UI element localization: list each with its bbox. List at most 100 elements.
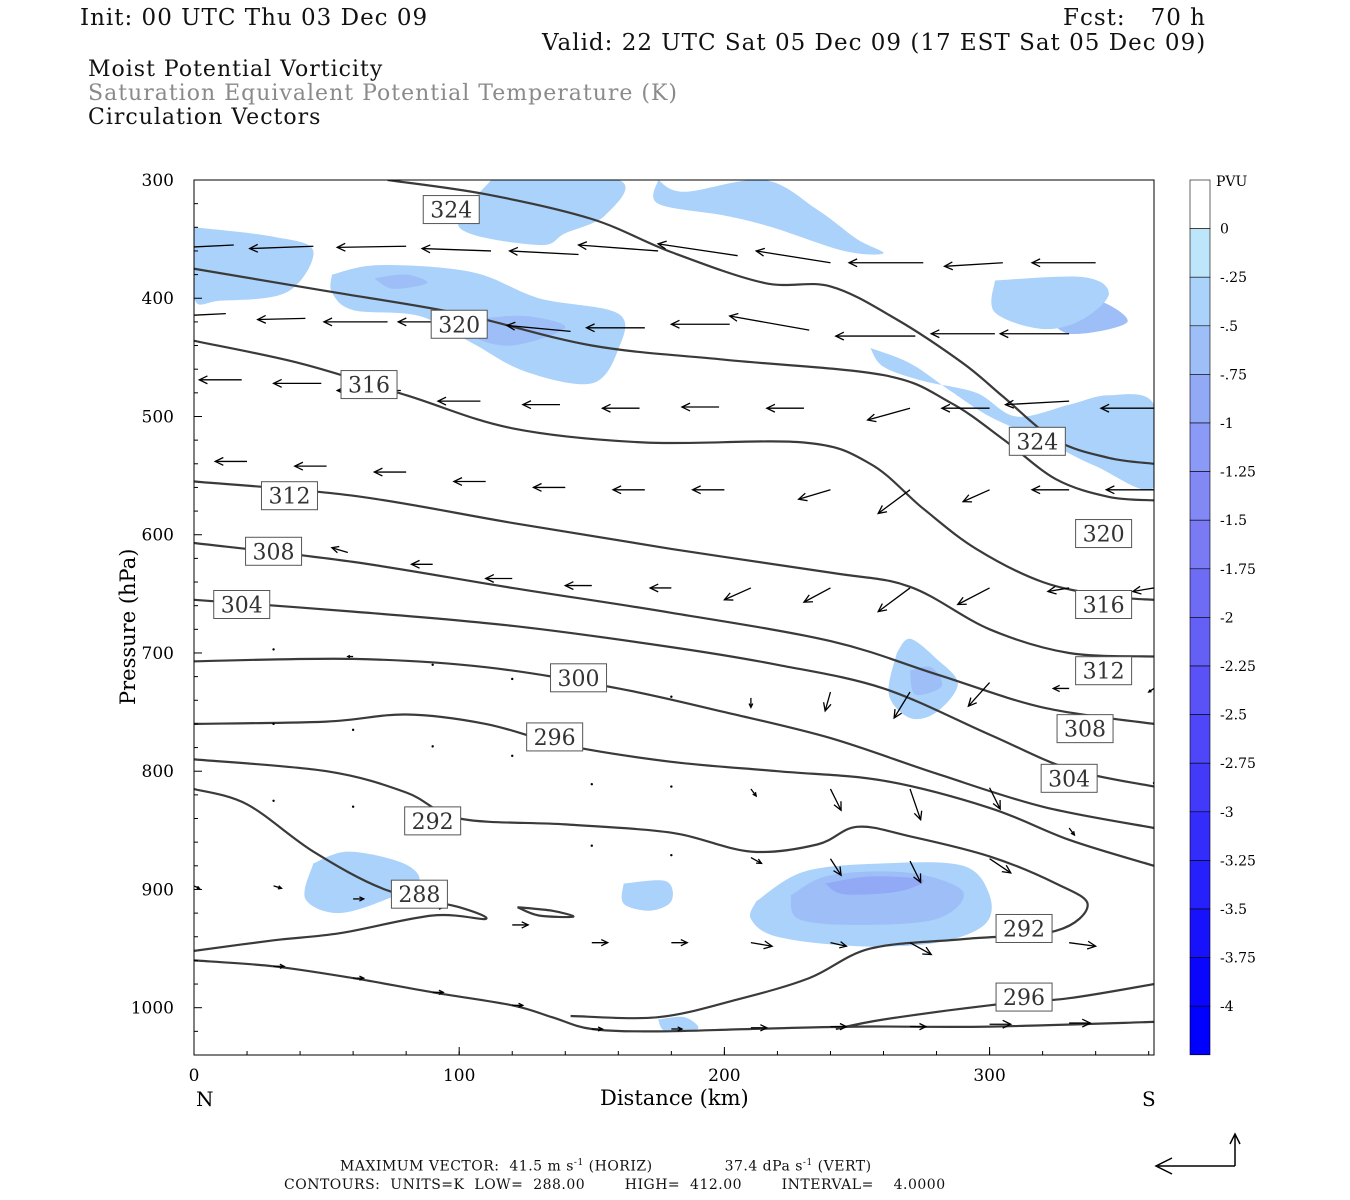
colorbar-swatch-3 [1189, 325, 1211, 375]
circulation-vector-67 [1147, 687, 1154, 693]
circulation-vector-37 [452, 477, 486, 487]
vector-head-89 [277, 885, 283, 890]
pv-shading-layer [194, 180, 1154, 1033]
circulation-vector-92 [512, 921, 530, 929]
max-vert-value: 37.4 dPa s [724, 1158, 803, 1175]
vector-head-76 [913, 810, 923, 822]
vector-shaft-65 [967, 682, 991, 707]
circulation-vector-89 [273, 885, 283, 890]
vector-head-22 [197, 375, 208, 385]
pv-region-5 [653, 180, 884, 255]
reference-vector-icon [1154, 1132, 1241, 1175]
contour-label-text-15: 288 [398, 883, 440, 908]
vector-head-45 [1104, 485, 1115, 495]
circulation-vector-82 [590, 844, 593, 847]
circulation-vector-78 [1068, 827, 1076, 837]
vector-dot-71 [511, 754, 514, 758]
colorbar-label-0: 0 [1220, 222, 1229, 238]
circulation-vector-6 [656, 240, 738, 257]
circulation-vector-76 [909, 788, 923, 822]
theta-contour-300-6 [194, 657, 1154, 830]
contour-label-15: 288 [390, 879, 448, 909]
contour-label-text-8: 316 [1083, 593, 1125, 618]
circulation-vector-101 [432, 989, 445, 995]
contour-label-box-4 [260, 481, 318, 511]
circulation-vector-27 [600, 403, 640, 413]
contour-label-10: 300 [550, 663, 608, 693]
circulation-vector-109 [1069, 1018, 1092, 1028]
circulation-vector-83 [670, 853, 673, 857]
vector-shaft-75 [829, 788, 842, 811]
circulation-vector-93 [591, 938, 610, 947]
pv-region-17 [658, 1016, 699, 1033]
circulation-vector-95 [750, 940, 774, 950]
circulation-vector-94 [671, 938, 689, 947]
vector-head-49 [563, 581, 574, 591]
vector-head-31 [940, 403, 951, 413]
colorbar: 0 -.25 -.5 -.75 -1 -1.25 -1.5 -1.75 -2 -2.25 -2.5 -… [1189, 179, 1256, 1056]
circulation-vector-104 [671, 1026, 684, 1032]
vector-dot-69 [351, 728, 355, 732]
circulation-vector-64 [893, 691, 911, 720]
circulation-vector-63 [822, 691, 832, 713]
vector-head-15 [505, 321, 516, 331]
circulation-vector-17 [669, 319, 730, 329]
vector-head-74 [752, 792, 758, 798]
vector-head-107 [919, 1022, 928, 1031]
contour-label-text-1: 320 [438, 313, 480, 338]
circulation-vector-84 [750, 856, 763, 865]
colorbar-label-5: -1.25 [1220, 465, 1256, 481]
colorbar-swatch-15 [1189, 908, 1211, 958]
circulation-vector-80 [272, 799, 275, 802]
vector-shaft-0 [194, 244, 234, 248]
circulation-vector-74 [750, 788, 758, 798]
vector-head-64 [893, 708, 903, 720]
colorbar-swatch-1 [1189, 228, 1211, 278]
vector-head-87 [1001, 864, 1013, 874]
circulation-vector-47 [409, 559, 433, 569]
vector-shaft-76 [909, 788, 922, 820]
circulation-vector-30 [866, 407, 911, 423]
vector-head-44 [1030, 485, 1041, 495]
y-tick-label-3: 600 [142, 526, 174, 546]
vector-shaft-98 [1069, 942, 1096, 947]
vector-head-18 [728, 312, 739, 322]
vector-shaft-54 [957, 587, 990, 606]
vector-head-94 [680, 938, 689, 947]
vector-dot-60 [511, 677, 514, 681]
contour-label-0: 324 [422, 195, 480, 225]
circulation-vector-61 [670, 695, 673, 698]
circulation-vector-25 [436, 396, 481, 406]
contour-label-text-4: 312 [268, 485, 310, 510]
x-tick-label-1: 100 [443, 1066, 475, 1086]
vector-head-104 [677, 1026, 684, 1032]
x-axis-label: Distance (km) [600, 1086, 749, 1110]
colorbar-label-13: -3.25 [1220, 853, 1256, 869]
circulation-vector-88 [194, 885, 201, 890]
vector-head-78 [1070, 831, 1076, 837]
vector-dot-83 [670, 853, 673, 857]
contour-label-17: 296 [995, 982, 1053, 1012]
circulation-vector-1 [248, 243, 314, 253]
vector-shaft-18 [729, 315, 810, 331]
vector-head-9 [943, 261, 954, 271]
circulation-vector-15 [505, 321, 571, 332]
colorbar-swatch-14 [1189, 860, 1211, 910]
vector-head-40 [691, 485, 701, 495]
pv-region-9 [991, 276, 1109, 330]
theta-contour-304-5 [194, 598, 1154, 788]
circulation-vector-21 [998, 329, 1070, 339]
vector-head-105 [760, 1024, 769, 1032]
contour-label-7: 304 [213, 589, 271, 619]
circulation-vector-2 [335, 242, 407, 252]
vector-head-100 [359, 975, 366, 981]
colorbar-label-2: -.5 [1220, 319, 1238, 335]
contour-label-box-11 [1056, 714, 1114, 744]
contour-label-6: 308 [245, 536, 303, 566]
colorbar-swatch-2 [1189, 276, 1211, 327]
vector-shaft-84 [750, 856, 762, 865]
circulation-vector-85 [829, 858, 842, 877]
contour-label-12: 296 [526, 722, 584, 752]
vector-head-75 [833, 801, 842, 812]
vector-head-8 [847, 258, 858, 268]
